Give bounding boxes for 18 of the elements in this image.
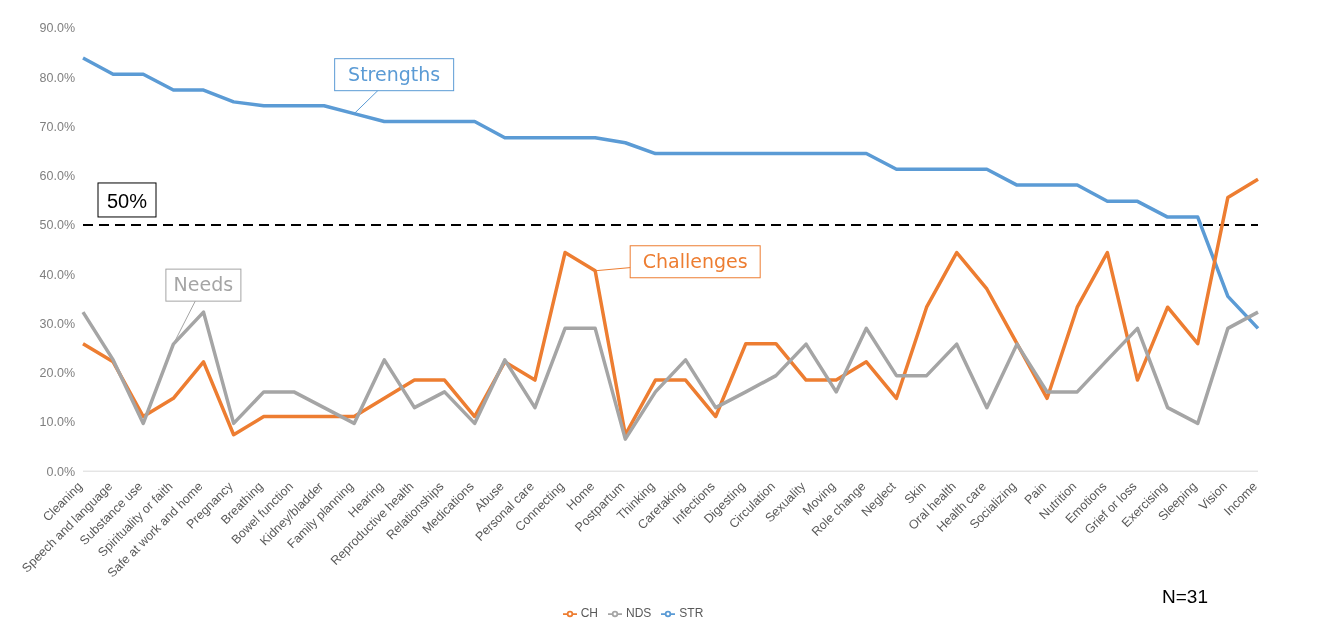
y-tick-label: 10.0% (39, 415, 75, 430)
annotation: Needs (173, 273, 234, 296)
legend-label: NDS (626, 606, 652, 621)
annotation: Strengths (348, 62, 441, 85)
y-tick-label: 90.0% (39, 21, 75, 36)
y-tick-label: 0.0% (46, 464, 75, 479)
y-tick-label: 30.0% (39, 316, 75, 331)
text: N=31 (1162, 586, 1208, 608)
ref-line-label: 50% (106, 189, 148, 212)
y-tick-label: 70.0% (39, 119, 75, 134)
annotation: Challenges (642, 249, 748, 272)
y-tick-label: 20.0% (39, 366, 75, 381)
legend-label: CH (580, 606, 598, 621)
y-tick-label: 40.0% (39, 267, 75, 282)
y-tick-label: 80.0% (39, 70, 75, 85)
legend-label: STR (679, 606, 704, 621)
y-tick-label: 50.0% (39, 218, 75, 233)
y-tick-label: 60.0% (39, 169, 75, 184)
